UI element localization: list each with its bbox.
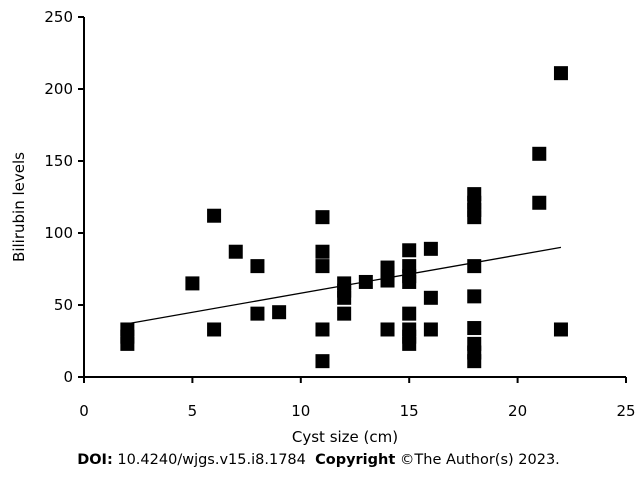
y-ticks: 0 50 100 150 200 250 [44, 8, 84, 386]
data-point [467, 354, 482, 369]
data-point [337, 290, 352, 305]
data-point [185, 276, 200, 291]
scatter-chart: 0 50 100 150 200 250 0 5 10 15 20 25 Cyst size (cm… [10, 8, 636, 446]
y-tick-label: 50 [54, 296, 73, 314]
data-point [120, 336, 135, 351]
doi-value: 10.4240/wjgs.v15.i8.1784 [117, 452, 306, 468]
x-axis-title: Cyst size (cm) [292, 428, 398, 446]
data-point [358, 274, 373, 289]
data-point [337, 306, 352, 321]
y-tick-label: 250 [44, 8, 73, 26]
data-point [207, 208, 222, 223]
data-points [120, 66, 568, 369]
data-point [250, 306, 265, 321]
x-tick-label: 0 [79, 402, 89, 420]
data-point [423, 241, 438, 256]
data-point [402, 274, 417, 289]
y-tick-label: 200 [44, 80, 73, 98]
x-tick-label: 20 [508, 402, 527, 420]
x-tick-label: 25 [616, 402, 635, 420]
data-point [250, 259, 265, 274]
doi-label: DOI: [77, 452, 113, 468]
axes [83, 17, 626, 378]
data-point [423, 290, 438, 305]
data-point [532, 146, 547, 161]
y-tick-label: 150 [44, 152, 73, 170]
x-tick-label: 10 [291, 402, 310, 420]
y-tick-label: 100 [44, 224, 73, 242]
y-axis-title: Bilirubin levels [10, 152, 28, 262]
x-ticks: 0 5 10 15 20 25 [79, 377, 636, 420]
data-point [553, 66, 568, 81]
y-tick-label: 0 [63, 368, 73, 386]
data-point [272, 305, 287, 320]
x-tick-label: 5 [188, 402, 198, 420]
data-point [467, 259, 482, 274]
data-point [315, 322, 330, 337]
data-point [402, 306, 417, 321]
data-point [467, 321, 482, 336]
citation-footer: DOI: 10.4240/wjgs.v15.i8.1784 Copyright … [0, 452, 637, 468]
data-point [315, 259, 330, 274]
data-point [380, 322, 395, 337]
data-point [467, 210, 482, 225]
copyright-label: Copyright [315, 452, 396, 468]
data-point [423, 322, 438, 337]
data-point [315, 354, 330, 369]
data-point [228, 244, 243, 259]
copyright-value: ©The Author(s) 2023. [399, 452, 560, 468]
data-point [402, 243, 417, 258]
x-tick-label: 15 [400, 402, 419, 420]
data-point [467, 289, 482, 304]
data-point [380, 273, 395, 288]
data-point [553, 322, 568, 337]
data-point [532, 195, 547, 210]
data-point [207, 322, 222, 337]
data-point [315, 210, 330, 225]
data-point [402, 336, 417, 351]
data-point [315, 244, 330, 259]
